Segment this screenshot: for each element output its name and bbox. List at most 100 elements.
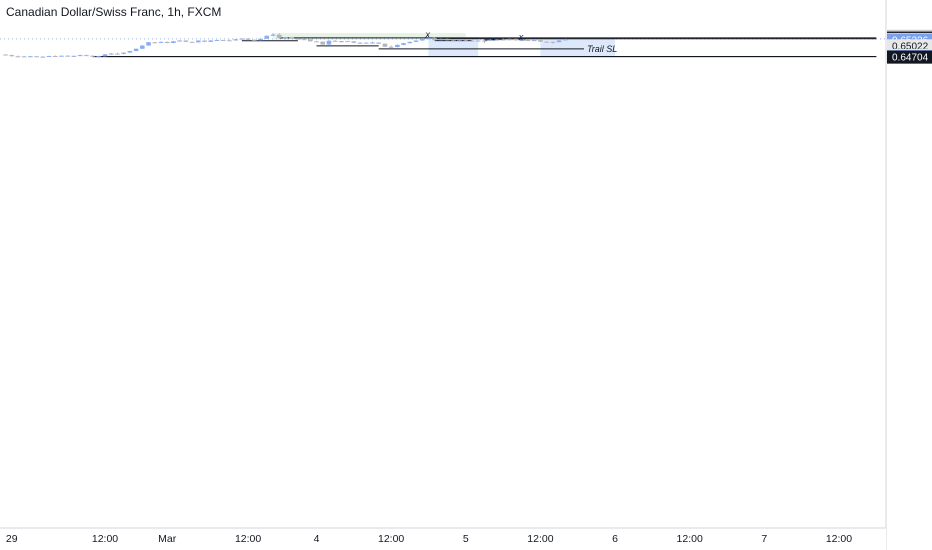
- candle-body[interactable]: [301, 39, 307, 41]
- candle-body[interactable]: [152, 42, 158, 44]
- time-axis[interactable]: [0, 528, 886, 550]
- candle-body[interactable]: [202, 40, 207, 42]
- candle-body[interactable]: [544, 41, 549, 43]
- price-tag-label: 0.64704: [892, 53, 929, 64]
- candle-body[interactable]: [563, 39, 568, 41]
- candle-body[interactable]: [419, 39, 425, 41]
- candle-body[interactable]: [46, 55, 52, 57]
- candle-body[interactable]: [475, 40, 481, 42]
- candle-body[interactable]: [21, 56, 27, 58]
- candle-body[interactable]: [227, 40, 232, 42]
- candle-body[interactable]: [140, 45, 145, 49]
- candle-body[interactable]: [28, 56, 33, 58]
- time-tick-label: Mar: [158, 533, 177, 545]
- time-tick-label: 12:00: [527, 533, 553, 545]
- candle-body[interactable]: [345, 41, 350, 43]
- candle-body[interactable]: [121, 52, 126, 54]
- candle-body[interactable]: [102, 54, 108, 57]
- candle-body[interactable]: [84, 55, 89, 57]
- candle-body[interactable]: [370, 42, 375, 44]
- candle-body[interactable]: [189, 41, 195, 43]
- candle-body[interactable]: [413, 40, 419, 42]
- candle-body[interactable]: [407, 41, 413, 44]
- candle-body[interactable]: [220, 39, 226, 41]
- candle-body[interactable]: [289, 37, 294, 39]
- candle-body[interactable]: [550, 41, 556, 43]
- candle-body[interactable]: [90, 55, 95, 57]
- candle-body[interactable]: [270, 34, 276, 36]
- candle-body[interactable]: [3, 54, 8, 56]
- candle-body[interactable]: [314, 41, 319, 43]
- price-axis[interactable]: [886, 0, 932, 550]
- candle-body[interactable]: [426, 38, 431, 40]
- candle-body[interactable]: [457, 40, 462, 42]
- candle-body[interactable]: [469, 40, 475, 42]
- candle-body[interactable]: [525, 40, 531, 42]
- candle-body[interactable]: [252, 39, 257, 41]
- candle-body[interactable]: [96, 56, 102, 58]
- candle-body[interactable]: [264, 35, 270, 39]
- candle-body[interactable]: [276, 34, 282, 38]
- candle-body[interactable]: [463, 40, 469, 42]
- candle-body[interactable]: [388, 46, 394, 48]
- candle-body[interactable]: [326, 40, 332, 45]
- candle-body[interactable]: [444, 38, 450, 41]
- candle-body[interactable]: [158, 41, 164, 43]
- candle-body[interactable]: [34, 56, 39, 58]
- candle-body[interactable]: [307, 39, 313, 42]
- candle-body[interactable]: [52, 55, 58, 57]
- candle-body[interactable]: [164, 41, 170, 44]
- candle-body[interactable]: [339, 41, 344, 43]
- candle-body[interactable]: [401, 43, 406, 45]
- candle-body[interactable]: [382, 43, 388, 47]
- candle-body[interactable]: [258, 38, 263, 41]
- candle-body[interactable]: [127, 51, 133, 53]
- candle-body[interactable]: [40, 56, 46, 58]
- candle-body[interactable]: [183, 40, 189, 42]
- time-tick-label: 7: [761, 533, 767, 545]
- trail-sl-label: Trail SL: [587, 44, 617, 54]
- candle-body[interactable]: [395, 44, 400, 48]
- candle-body[interactable]: [171, 41, 176, 44]
- candle-body[interactable]: [351, 41, 357, 43]
- candle-body[interactable]: [363, 42, 369, 44]
- candle-body[interactable]: [208, 40, 214, 42]
- candle-body[interactable]: [507, 38, 512, 41]
- candle-body[interactable]: [538, 40, 543, 42]
- candle-body[interactable]: [482, 40, 487, 42]
- candle-body[interactable]: [65, 55, 70, 57]
- candle-body[interactable]: [320, 41, 326, 45]
- candle-body[interactable]: [15, 56, 21, 58]
- candle-body[interactable]: [531, 40, 537, 42]
- candle-body[interactable]: [146, 42, 151, 46]
- candle-body[interactable]: [513, 38, 518, 41]
- time-tick-label: 12:00: [92, 533, 118, 545]
- candle-body[interactable]: [357, 42, 363, 44]
- candle-body[interactable]: [59, 55, 64, 57]
- candle-body[interactable]: [432, 38, 437, 41]
- candle-body[interactable]: [488, 39, 493, 41]
- candle-body[interactable]: [77, 55, 83, 57]
- candle-body[interactable]: [376, 42, 381, 44]
- candle-body[interactable]: [519, 40, 525, 42]
- candle-body[interactable]: [239, 38, 245, 40]
- candle-body[interactable]: [9, 55, 15, 57]
- candle-body[interactable]: [133, 48, 139, 52]
- candle-body[interactable]: [108, 53, 114, 55]
- candle-body[interactable]: [214, 39, 220, 41]
- candle-body[interactable]: [500, 39, 506, 41]
- candle-body[interactable]: [115, 53, 120, 55]
- candle-body[interactable]: [245, 38, 251, 40]
- candle-body[interactable]: [177, 40, 182, 42]
- candle-body[interactable]: [295, 38, 301, 40]
- candle-body[interactable]: [233, 39, 238, 41]
- candle-body[interactable]: [283, 37, 288, 39]
- candle-body[interactable]: [451, 40, 456, 42]
- candle-body[interactable]: [332, 40, 338, 42]
- candle-body[interactable]: [494, 39, 500, 41]
- candle-body[interactable]: [438, 38, 444, 41]
- candle-body[interactable]: [71, 55, 77, 57]
- candle-body[interactable]: [196, 40, 201, 43]
- candle-body[interactable]: [556, 40, 562, 43]
